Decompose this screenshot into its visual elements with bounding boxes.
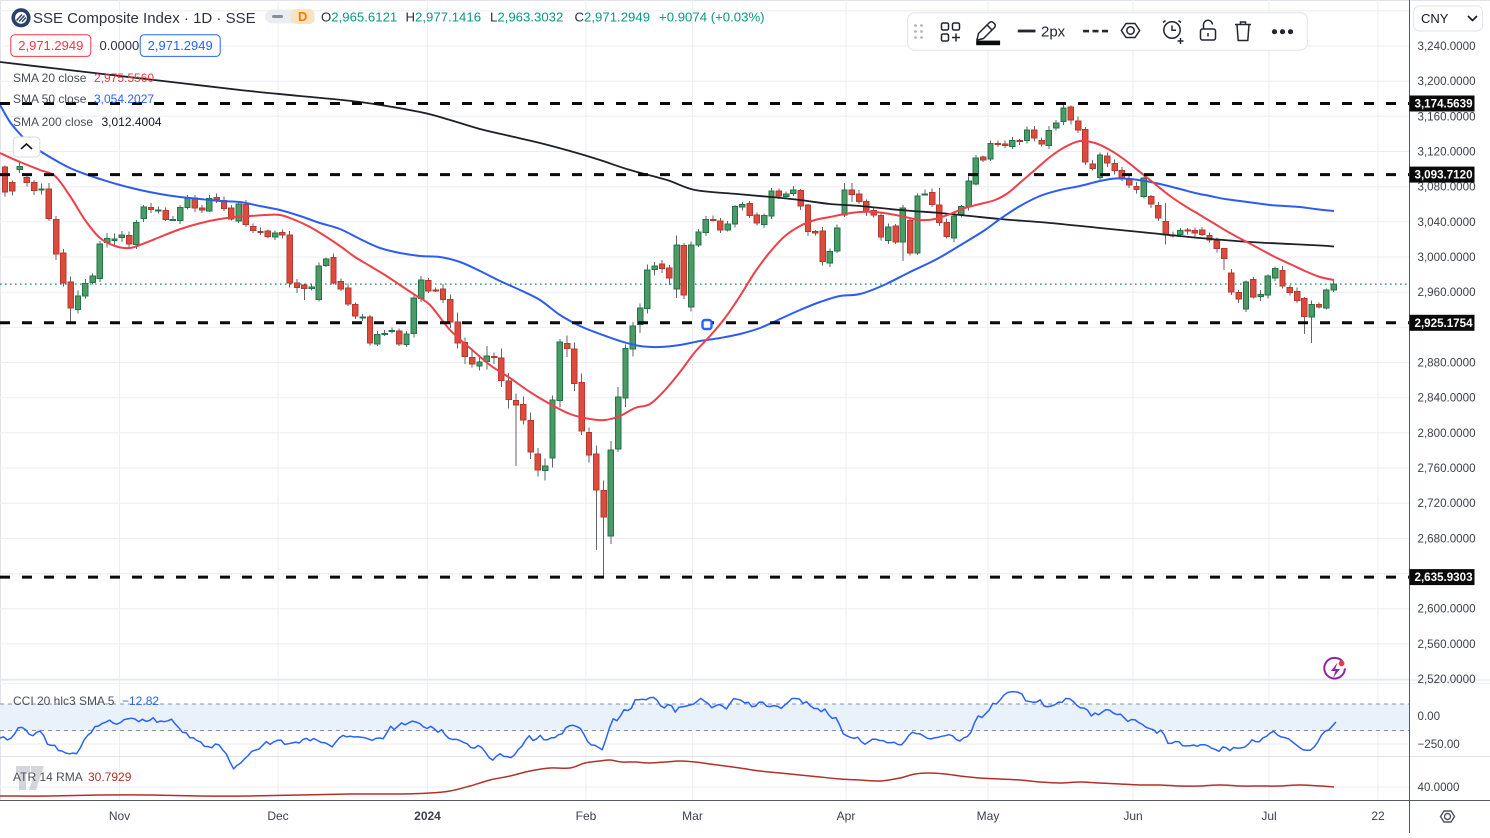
svg-text:2,520.0000: 2,520.0000 [1418, 673, 1476, 686]
svg-text:+0.9074 (+0.03%): +0.9074 (+0.03%) [659, 10, 765, 25]
svg-text:2,720.0000: 2,720.0000 [1418, 497, 1476, 510]
svg-text:Apr: Apr [837, 809, 856, 823]
svg-text:Feb: Feb [576, 809, 597, 823]
svg-text:SMA 50 close: SMA 50 close [13, 92, 87, 106]
svg-text:2px: 2px [1041, 24, 1066, 41]
svg-text:3,200.0000: 3,200.0000 [1418, 75, 1476, 88]
svg-text:0.0000: 0.0000 [100, 38, 140, 53]
svg-text:2,635.9303: 2,635.9303 [1415, 571, 1474, 584]
svg-text:Jun: Jun [1123, 809, 1142, 823]
svg-text:2,960.0000: 2,960.0000 [1418, 286, 1476, 299]
svg-text:3,054.2027: 3,054.2027 [94, 92, 154, 106]
svg-text:3,040.0000: 3,040.0000 [1418, 216, 1476, 229]
svg-text:SMA 200 close: SMA 200 close [13, 115, 93, 129]
svg-text:40.0000: 40.0000 [1418, 781, 1460, 794]
svg-text:2,840.0000: 2,840.0000 [1418, 392, 1476, 405]
svg-text:2,971.2949: 2,971.2949 [148, 38, 213, 53]
svg-text:3,174.5639: 3,174.5639 [1415, 98, 1474, 111]
svg-text:22: 22 [1371, 809, 1385, 823]
svg-text:2,760.0000: 2,760.0000 [1418, 462, 1476, 475]
svg-text:3,000.0000: 3,000.0000 [1418, 251, 1476, 264]
svg-text:3,080.0000: 3,080.0000 [1418, 181, 1476, 194]
svg-text:Dec: Dec [267, 809, 288, 823]
svg-text:2,600.0000: 2,600.0000 [1418, 603, 1476, 616]
svg-text:Jul: Jul [1261, 809, 1276, 823]
svg-text:CNY: CNY [1421, 11, 1449, 26]
svg-text:−12.82: −12.82 [122, 694, 159, 708]
svg-text:2,800.0000: 2,800.0000 [1418, 427, 1476, 440]
svg-text:3,093.7120: 3,093.7120 [1415, 169, 1473, 182]
svg-text:2,975.5560: 2,975.5560 [94, 71, 154, 85]
svg-text:C2,971.2949: C2,971.2949 [575, 10, 651, 25]
svg-text:2024: 2024 [414, 809, 441, 823]
svg-text:2,680.0000: 2,680.0000 [1418, 532, 1476, 545]
svg-text:SSE Composite Index · 1D · SSE: SSE Composite Index · 1D · SSE [33, 10, 256, 27]
svg-text:ATR 14 RMA: ATR 14 RMA [13, 770, 83, 784]
svg-text:3,012.4004: 3,012.4004 [102, 115, 162, 129]
svg-text:−250.00: −250.00 [1418, 738, 1460, 751]
svg-text:L2,963.3032: L2,963.3032 [490, 10, 563, 25]
svg-text:CCI 20 hlc3 SMA 5: CCI 20 hlc3 SMA 5 [13, 694, 115, 708]
svg-text:2,560.0000: 2,560.0000 [1418, 638, 1476, 651]
svg-text:2,971.2949: 2,971.2949 [18, 38, 83, 53]
svg-text:Nov: Nov [109, 809, 130, 823]
svg-text:Mar: Mar [682, 809, 703, 823]
svg-text:SMA 20 close: SMA 20 close [13, 71, 87, 85]
svg-text:D: D [298, 9, 307, 24]
svg-text:2,880.0000: 2,880.0000 [1418, 357, 1476, 370]
svg-text:May: May [977, 809, 1000, 823]
svg-text:30.7929: 30.7929 [88, 770, 132, 784]
svg-text:3,160.0000: 3,160.0000 [1418, 110, 1476, 123]
svg-text:O2,965.6121: O2,965.6121 [321, 10, 397, 25]
svg-text:H2,977.1416: H2,977.1416 [406, 10, 482, 25]
svg-text:0.00: 0.00 [1418, 710, 1441, 723]
svg-text:3,240.0000: 3,240.0000 [1418, 40, 1476, 53]
svg-text:2,925.1754: 2,925.1754 [1415, 317, 1474, 330]
svg-text:3,120.0000: 3,120.0000 [1418, 146, 1476, 159]
